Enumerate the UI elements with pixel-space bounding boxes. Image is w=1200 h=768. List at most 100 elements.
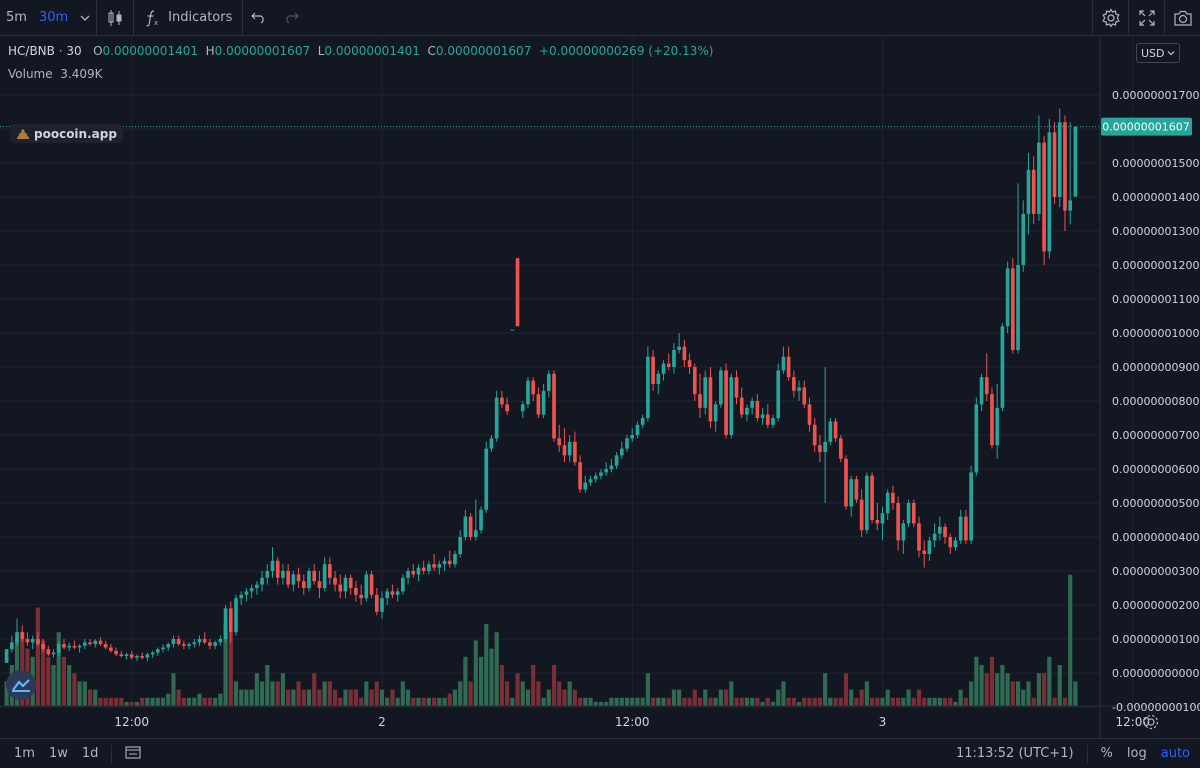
- chevron-down-icon: [1167, 51, 1174, 56]
- range-1m-button[interactable]: 1m: [14, 746, 35, 761]
- volume-bar: [275, 681, 280, 706]
- interval-5m-button[interactable]: 5m: [6, 10, 27, 25]
- symbol-name[interactable]: HC/BNB: [8, 44, 55, 58]
- candle-body: [708, 377, 713, 422]
- candle-body: [917, 523, 921, 551]
- volume-bar: [890, 697, 896, 706]
- interval-30m-button[interactable]: 30m: [38, 10, 69, 25]
- volume-bar: [379, 689, 385, 706]
- time-tick-label: 12:00: [615, 715, 650, 729]
- range-1w-button[interactable]: 1w: [48, 746, 68, 761]
- indicators-label: Indicators: [168, 10, 233, 25]
- candle-body: [145, 654, 150, 658]
- volume-bar: [447, 693, 452, 706]
- volume-bar: [807, 697, 812, 706]
- candle-body: [546, 373, 551, 391]
- clock-timezone[interactable]: 11:13:52 (UTC+1): [955, 746, 1074, 761]
- volume-bar: [186, 697, 192, 706]
- candle-body: [849, 479, 854, 507]
- volume-bar: [348, 689, 353, 706]
- candle-body: [745, 407, 749, 415]
- fullscreen-button[interactable]: [1128, 0, 1164, 36]
- volume-bar: [254, 673, 259, 706]
- volume-bar: [781, 681, 786, 706]
- candle-body: [421, 567, 426, 571]
- candle-body: [343, 577, 348, 592]
- volume-bar: [885, 689, 890, 706]
- volume-bar: [155, 697, 160, 706]
- volume-bar: [687, 697, 692, 706]
- candle-body: [682, 346, 687, 361]
- toolbar-divider: [133, 0, 135, 36]
- candle-body: [979, 377, 984, 405]
- volume-bar: [244, 689, 249, 706]
- indicators-button[interactable]: x Indicators: [134, 0, 242, 36]
- volume-bar: [82, 681, 87, 706]
- volume-bar: [791, 697, 796, 706]
- candle-body: [427, 564, 431, 571]
- candle-body: [109, 647, 113, 651]
- candle-body: [1042, 142, 1046, 252]
- volume-bar: [1042, 673, 1047, 706]
- volume-bar: [823, 673, 828, 706]
- candle-body: [333, 577, 337, 585]
- volume-bar: [567, 681, 572, 706]
- candle-body: [1031, 169, 1036, 214]
- volume-bar: [359, 697, 364, 706]
- toolbar-divider: [111, 744, 113, 763]
- candle-body: [828, 421, 833, 442]
- candle-body: [614, 455, 619, 466]
- volume-bar: [677, 689, 682, 706]
- log-scale-toggle[interactable]: log: [1126, 746, 1147, 761]
- price-tick-label: 0.00000000200: [1112, 599, 1199, 612]
- candle-body: [468, 516, 473, 537]
- candle-body: [588, 479, 593, 483]
- price-tick-label: 0.00000001200: [1112, 259, 1199, 272]
- volume-bar: [922, 697, 927, 706]
- chart-settings-icon[interactable]: [1143, 714, 1159, 730]
- date-range-button[interactable]: [118, 745, 148, 763]
- candle-body: [182, 644, 186, 646]
- price-chart[interactable]: 0.00000001607 0.00000001700 0.00000001500…: [0, 36, 1200, 738]
- price-axis[interactable]: 0.00000001700 0.00000001500 0.00000001400 0…: [1112, 89, 1200, 714]
- candle-body: [369, 574, 374, 595]
- volume-bar: [41, 640, 46, 706]
- volume-bar: [166, 693, 171, 706]
- candle-body: [197, 639, 202, 643]
- volume-bar: [729, 681, 734, 706]
- undo-button[interactable]: [243, 0, 275, 36]
- percent-scale-toggle[interactable]: %: [1100, 746, 1113, 761]
- price-tick-label: 0.00000000700: [1112, 429, 1199, 442]
- candle-body: [432, 564, 436, 568]
- symbol-interval: 30: [66, 44, 82, 58]
- auto-scale-toggle[interactable]: auto: [1160, 746, 1190, 761]
- candle-body: [474, 530, 478, 537]
- candle-body: [67, 645, 71, 648]
- tradingview-logo[interactable]: [6, 670, 36, 700]
- range-1d-button[interactable]: 1d: [81, 746, 99, 761]
- volume-bar: [218, 693, 223, 706]
- volume-bar: [828, 697, 833, 706]
- fullscreen-icon: [1138, 10, 1155, 26]
- volume-bar: [718, 689, 723, 706]
- price-tick-label: 0.00000001500: [1112, 157, 1199, 170]
- candle-body: [56, 644, 61, 653]
- candle-body: [938, 526, 942, 534]
- candle-body: [9, 642, 14, 650]
- candle-body: [781, 356, 786, 371]
- candle-body: [729, 377, 734, 435]
- screenshot-button[interactable]: [1164, 0, 1200, 36]
- volume-bar: [557, 681, 562, 706]
- volume-bar: [134, 701, 140, 706]
- redo-button[interactable]: [275, 0, 307, 36]
- settings-button[interactable]: [1092, 0, 1128, 36]
- volume-bar: [35, 607, 40, 706]
- ohlc-legend: HC/BNB · 30 O0.00000001401 H0.0000000160…: [8, 44, 714, 58]
- currency-button[interactable]: USD: [1136, 43, 1180, 63]
- candle-body: [838, 438, 843, 459]
- interval-dropdown[interactable]: [74, 0, 96, 36]
- candle-body: [505, 404, 509, 412]
- chart-style-button[interactable]: [97, 0, 133, 36]
- volume-bar: [520, 681, 525, 706]
